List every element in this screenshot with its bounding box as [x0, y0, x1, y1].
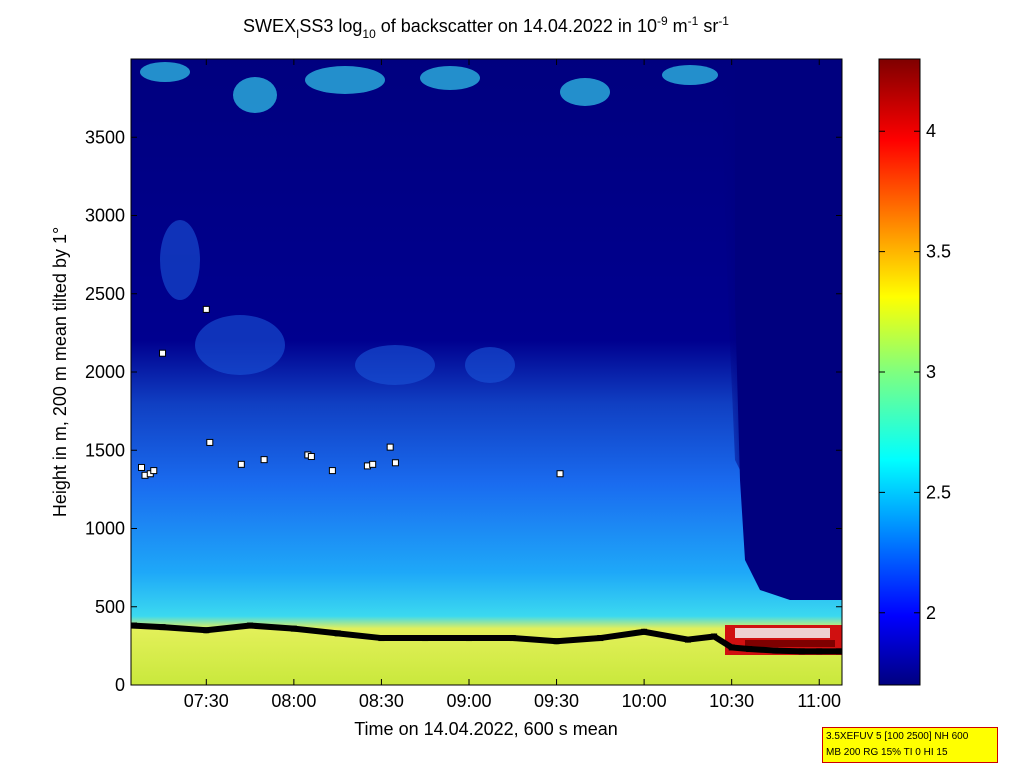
mixed-layer-marker [684, 636, 691, 643]
colorbar-tick-label: 2.5 [926, 482, 951, 502]
cloud-top-marker [150, 467, 158, 475]
chart-title: SWEXISS3 log10 of backscatter on 14.04.2… [243, 14, 729, 41]
x-tick-label: 09:00 [446, 691, 491, 711]
mixed-layer-marker [772, 647, 779, 654]
y-axis: 0 500 1000 1500 2000 2500 3000 3500 [85, 127, 842, 695]
cloud-top-marker [307, 453, 315, 461]
colorbar-axis: 2 2.5 3 3.5 4 [879, 121, 951, 623]
mixed-layer-marker [836, 648, 842, 655]
cloud-top-marker [369, 460, 377, 468]
y-tick-label: 2500 [85, 284, 125, 304]
cloud-top-marker [260, 456, 268, 464]
mixed-layer-marker [711, 633, 718, 640]
x-tick-label: 08:00 [271, 691, 316, 711]
heatmap-field [131, 59, 842, 685]
y-tick-label: 1500 [85, 440, 125, 460]
cloud-top-marker [386, 443, 394, 451]
mixed-layer-marker [159, 624, 166, 631]
mixed-layer-marker [798, 648, 805, 655]
info-line-2: MB 200 RG 15% TI 0 HI 15 [826, 747, 948, 758]
x-tick-label: 10:00 [622, 691, 667, 711]
x-axis-label: Time on 14.04.2022, 600 s mean [354, 719, 618, 739]
mixed-layer-marker [746, 646, 753, 653]
mixed-layer-marker [465, 635, 472, 642]
x-tick-label: 11:00 [797, 691, 841, 711]
x-tick-label: 08:30 [359, 691, 404, 711]
cloud-top-marker [138, 463, 146, 471]
y-tick-label: 2000 [85, 362, 125, 382]
cloud-top-marker [159, 349, 167, 357]
mixed-layer-marker [247, 622, 254, 629]
y-tick-label: 0 [115, 675, 125, 695]
y-tick-label: 500 [95, 597, 125, 617]
mixed-layer-marker [290, 625, 297, 632]
mixed-layer-marker [553, 638, 560, 645]
mixed-layer-marker [509, 635, 516, 642]
x-tick-label: 10:30 [709, 691, 754, 711]
y-tick-label: 3500 [85, 127, 125, 147]
colorbar-tick-label: 3 [926, 362, 936, 382]
colorbar-tick-label: 3.5 [926, 242, 951, 262]
cloud-top-marker [556, 470, 564, 478]
y-tick-label: 3000 [85, 206, 125, 226]
x-tick-label: 09:30 [534, 691, 579, 711]
mixed-layer-marker [728, 644, 735, 651]
colorbar-tick-label: 4 [926, 121, 936, 141]
cloud-top-marker [328, 467, 336, 475]
x-tick-label: 07:30 [184, 691, 229, 711]
x-axis: 07:30 08:00 08:30 09:00 09:30 10:00 10:30 11:00 [184, 59, 841, 711]
marker-layer [130, 305, 842, 655]
cloud-top-marker [391, 459, 399, 467]
mixed-layer-marker [597, 635, 604, 642]
info-box: 3.5XEFUV 5 [100 2500] NH 600 MB 200 RG 1… [822, 727, 998, 763]
mixed-layer-marker [422, 635, 429, 642]
info-line-1: 3.5XEFUV 5 [100 2500] NH 600 [826, 731, 969, 742]
mixed-layer-marker [378, 635, 385, 642]
cloud-top-marker [206, 438, 214, 446]
mixed-layer-marker [641, 628, 648, 635]
colorbar-tick-label: 2 [926, 603, 936, 623]
mixed-layer-marker [203, 627, 210, 634]
y-tick-label: 1000 [85, 519, 125, 539]
mixed-layer-marker [816, 648, 823, 655]
colorbar [878, 58, 921, 686]
cloud-top-marker [202, 305, 210, 313]
mixed-layer-marker [334, 630, 341, 637]
cloud-top-marker [237, 460, 245, 468]
mixed-layer-marker [131, 622, 137, 629]
y-axis-label: Height in m, 200 m mean tilted by 1° [50, 227, 70, 517]
